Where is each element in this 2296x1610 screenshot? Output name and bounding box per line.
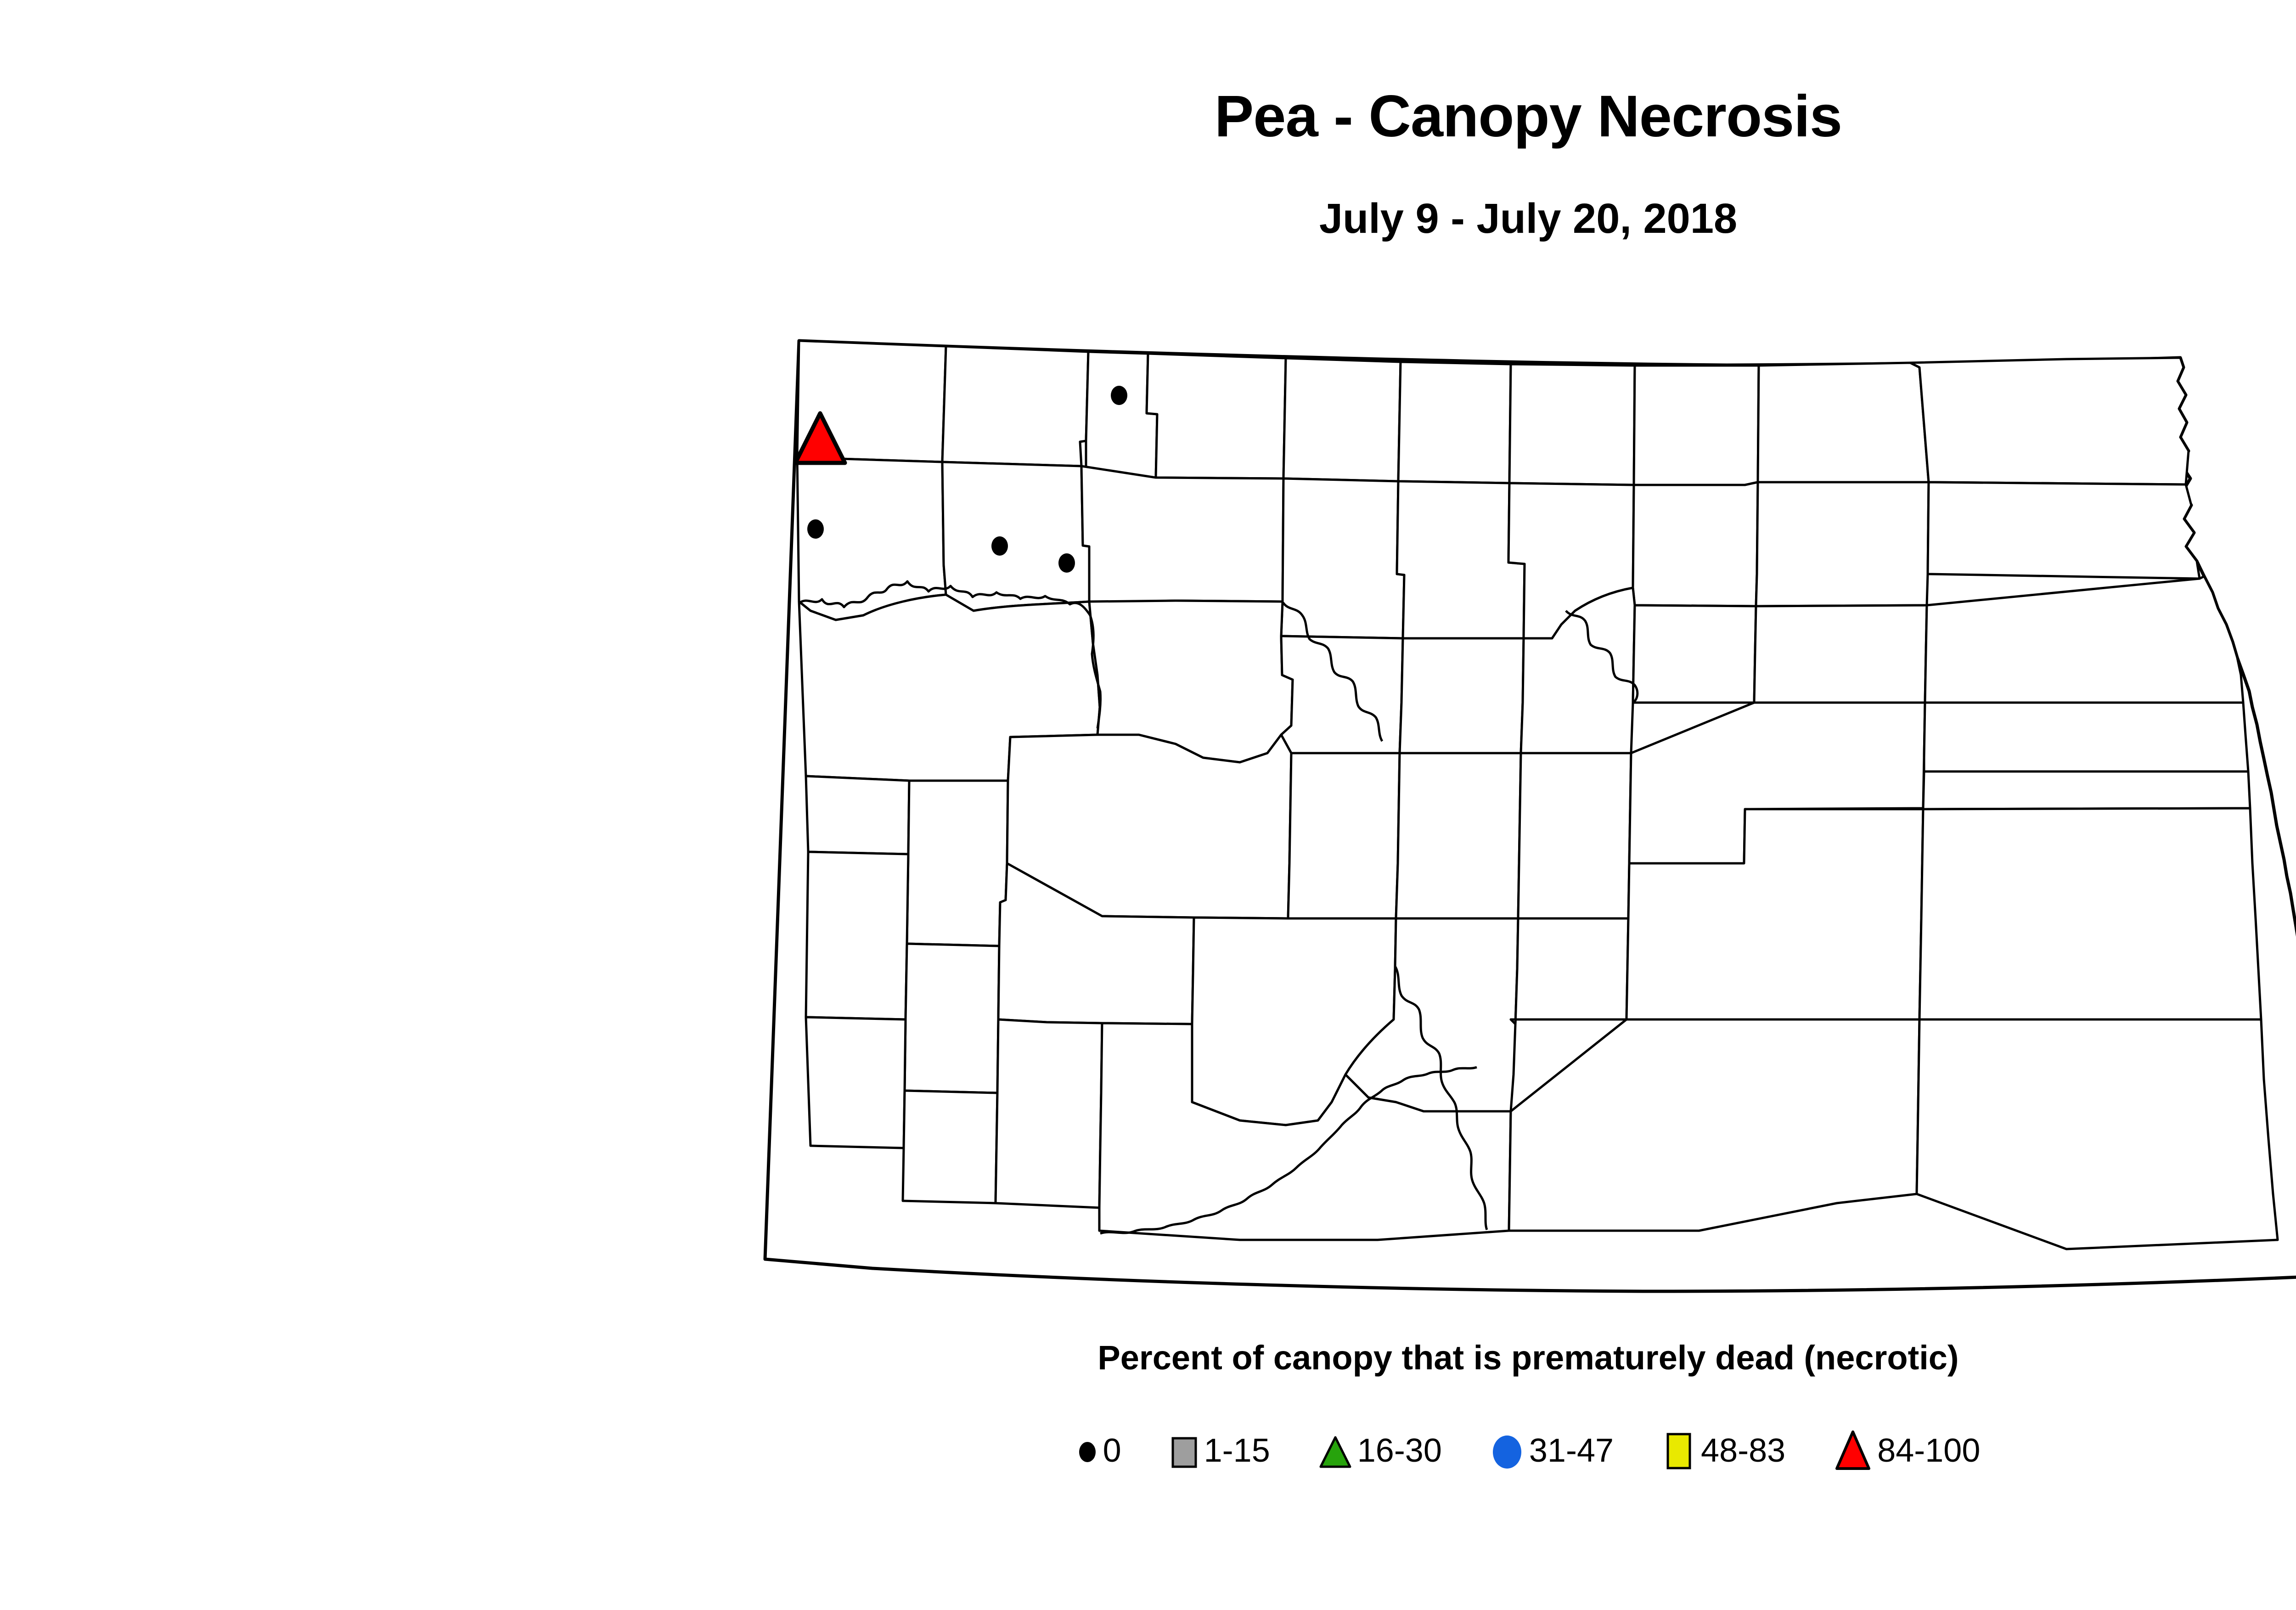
- county-burke: [941, 345, 1090, 467]
- county-pembina: [1632, 364, 1760, 486]
- county-pierce: [1396, 480, 1526, 640]
- county-billings: [906, 779, 1009, 947]
- county-bottineau: [1145, 352, 1287, 480]
- county-grand-forks-ne: [1926, 481, 2201, 580]
- marker-site-williams: [807, 519, 824, 539]
- legend-label-4: 48-83: [1701, 1432, 1786, 1469]
- county-mountrail: [941, 461, 1091, 612]
- county-towner: [1397, 360, 1512, 484]
- marker-site-bottineau: [1111, 386, 1127, 405]
- county-golden-valley: [805, 775, 911, 856]
- data-markers: [793, 386, 1127, 573]
- county-sioux: [1098, 1022, 1512, 1241]
- county-walsh: [1632, 481, 1759, 608]
- county-bowman: [805, 1016, 907, 1149]
- county-ransom: [1918, 807, 2262, 1021]
- county-grand-forks: [1753, 604, 1928, 704]
- county-walsh-e: [1755, 481, 1930, 608]
- legend-label-3: 31-47: [1529, 1432, 1614, 1469]
- legend-item-84-100: 84-100: [1833, 1428, 1980, 1473]
- legend-triangle-icon-5: [1835, 1430, 1871, 1470]
- lake-audubon-shore: [1282, 602, 1384, 742]
- legend-label-2: 16-30: [1357, 1432, 1442, 1469]
- legend-triangle-icon-2: [1319, 1436, 1351, 1468]
- county-kidder: [1517, 752, 1632, 920]
- county-williams: [796, 456, 947, 621]
- cannonball-river: [1100, 1066, 1477, 1235]
- legend-square-icon-1: [1171, 1437, 1197, 1468]
- county-pembina-ne: [1909, 356, 2190, 486]
- county-ward: [1080, 465, 1285, 603]
- marker-site-mountrail: [1058, 553, 1075, 573]
- county-sheridan: [1280, 635, 1404, 754]
- legend-item-1-15: 1-15: [1169, 1431, 1270, 1470]
- county-emmons: [1344, 917, 1519, 1113]
- county-grant-w: [994, 1018, 1103, 1209]
- county-dickey: [1915, 1018, 2279, 1250]
- county-adams: [901, 1089, 999, 1205]
- county-hettinger: [903, 942, 1001, 1094]
- page-subtitle: July 9 - July 20, 2018: [1319, 195, 1738, 242]
- missouri-river-south: [1394, 965, 1488, 1230]
- legend-label-5: 84-100: [1877, 1432, 1981, 1469]
- legend-item-0: 0: [1076, 1431, 1121, 1470]
- legend-item-31-47: 31-47: [1490, 1431, 1614, 1470]
- legend-square-icon-4: [1666, 1433, 1691, 1469]
- devils-lake-shore: [1565, 610, 1639, 704]
- legend-circle-icon-3: [1492, 1435, 1521, 1469]
- county-slope: [805, 850, 910, 1021]
- county-barnes: [1923, 701, 2250, 773]
- county-pembina-east: [1756, 361, 1930, 484]
- legend-label-0: 0: [1103, 1432, 1121, 1469]
- county-cavalier: [1508, 363, 1636, 486]
- county-logan: [1509, 917, 1630, 1025]
- county-cass-n: [1922, 770, 2251, 811]
- legend-item-16-30: 16-30: [1318, 1431, 1442, 1470]
- marker-site-divide-county: [793, 411, 847, 465]
- county-boundaries: [763, 339, 2296, 1293]
- county-oliver: [1287, 752, 1401, 920]
- lake-sakakawea-shore: [799, 580, 1102, 729]
- water-boundaries: [799, 580, 1639, 1235]
- county-mchenry: [1280, 477, 1406, 640]
- county-rolette: [1282, 357, 1402, 483]
- legend-item-48-83: 48-83: [1661, 1430, 1785, 1472]
- legend: 0 1-15 16-30 31-47 48-83: [0, 1428, 2296, 1473]
- county-nelson: [1632, 604, 1757, 704]
- county-wells: [1398, 637, 1525, 754]
- county-burleigh: [1395, 752, 1522, 920]
- page-title: Pea - Canopy Necrosis: [1214, 84, 1842, 149]
- marker-site-burke: [991, 536, 1008, 556]
- legend-title: Percent of canopy that is prematurely de…: [1097, 1339, 1959, 1377]
- legend-label-1: 1-15: [1204, 1432, 1270, 1469]
- legend-circle-icon-0: [1079, 1442, 1096, 1462]
